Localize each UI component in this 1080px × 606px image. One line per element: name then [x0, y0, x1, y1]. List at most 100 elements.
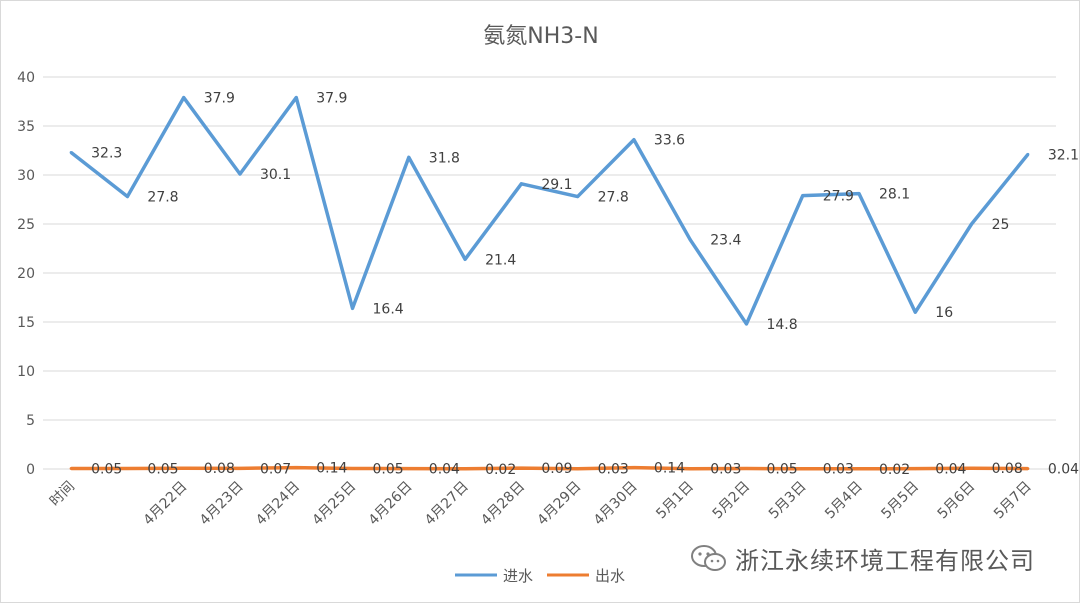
data-label: 30.1	[260, 167, 291, 183]
data-point	[238, 466, 242, 470]
y-tick-label: 25	[17, 217, 35, 233]
data-label: 31.8	[429, 150, 460, 166]
data-point	[125, 195, 129, 199]
data-label: 28.1	[879, 187, 910, 203]
y-tick-label: 0	[26, 462, 35, 478]
x-tick-label: 4月26日	[366, 479, 416, 529]
data-point	[69, 150, 73, 154]
data-point	[69, 467, 73, 471]
x-tick-label: 4月23日	[197, 479, 247, 529]
data-label: 32.1	[1048, 147, 1079, 163]
data-label: 0.05	[147, 462, 178, 478]
data-point	[125, 467, 129, 471]
data-label: 0.09	[541, 461, 572, 477]
data-point	[351, 467, 355, 471]
y-tick-label: 10	[17, 364, 35, 380]
data-point	[913, 467, 917, 471]
watermark-text: 浙江永续环境工程有限公司	[735, 546, 1035, 575]
legend-label-outflow: 出水	[595, 567, 625, 585]
data-label: 0.05	[373, 462, 404, 478]
data-label: 0.04	[1048, 462, 1079, 478]
data-labels: 32.3 27.8 37.9 30.1 37.9 16.4 31.8 21.4 29.1 27.8…	[91, 91, 1079, 478]
y-tick-label: 15	[17, 315, 35, 331]
x-tick-label: 时间	[47, 479, 78, 510]
data-label: 27.9	[823, 189, 854, 205]
data-label: 0.14	[316, 461, 347, 477]
x-axis-labels: 时间 4月22日 4月23日 4月24日 4月25日 4月26日 4月27日 4月28日 4月2…	[47, 479, 1035, 529]
x-tick-label: 5月7日	[991, 479, 1035, 523]
x-tick-label: 5月6日	[935, 479, 979, 523]
x-tick-label: 5月1日	[653, 479, 697, 523]
data-point	[1026, 467, 1030, 471]
data-point	[463, 257, 467, 261]
series-line-inflow	[70, 95, 1030, 326]
data-label: 23.4	[710, 233, 741, 249]
data-label: 0.04	[429, 462, 460, 478]
data-point	[576, 467, 580, 471]
data-label: 0.07	[260, 461, 291, 477]
x-tick-label: 4月30日	[591, 479, 641, 529]
x-tick-label: 4月29日	[534, 479, 584, 529]
data-point	[857, 467, 861, 471]
data-label: 29.1	[541, 177, 572, 193]
data-point	[744, 322, 748, 326]
data-point	[463, 467, 467, 471]
x-tick-label: 4月28日	[478, 479, 528, 529]
data-point	[407, 467, 411, 471]
data-label: 16.4	[373, 301, 404, 317]
y-axis-labels: 0 5 10 15 20 25 30 35 40	[17, 70, 35, 478]
data-label: 14.8	[766, 317, 797, 333]
x-tick-label: 4月27日	[422, 479, 472, 529]
series-lines	[69, 95, 1030, 471]
x-tick-label: 4月24日	[253, 479, 303, 529]
data-point	[294, 466, 298, 470]
data-label: 0.04	[935, 462, 966, 478]
y-tick-label: 35	[17, 119, 35, 135]
chart-title: 氨氮NH3-N	[483, 24, 598, 49]
data-label: 0.02	[485, 462, 516, 478]
gridlines	[43, 76, 1056, 470]
data-point	[632, 466, 636, 470]
data-point	[1026, 152, 1030, 156]
data-point	[182, 466, 186, 470]
x-tick-label: 5月3日	[766, 479, 810, 523]
data-point	[688, 467, 692, 471]
data-point	[294, 96, 298, 100]
legend: 进水 出水	[455, 567, 625, 585]
data-label: 27.8	[147, 190, 178, 206]
y-tick-label: 30	[17, 168, 35, 184]
y-tick-label: 40	[17, 70, 35, 86]
data-label: 37.9	[204, 91, 235, 107]
data-point	[519, 466, 523, 470]
data-point	[182, 96, 186, 100]
series-line-outflow	[71, 465, 1028, 471]
data-point	[238, 172, 242, 176]
data-label: 25	[992, 217, 1010, 233]
data-label: 32.3	[91, 145, 122, 161]
data-label: 16	[935, 305, 953, 321]
watermark: 浙江永续环境工程有限公司	[689, 538, 1035, 578]
data-point	[801, 467, 805, 471]
legend-label-inflow: 进水	[503, 567, 533, 585]
data-point	[801, 194, 805, 198]
data-point	[744, 467, 748, 471]
data-label: 0.03	[598, 462, 629, 478]
data-label: 0.02	[879, 462, 910, 478]
data-point	[632, 138, 636, 142]
data-point	[913, 310, 917, 314]
x-tick-label: 4月25日	[309, 479, 359, 529]
wechat-icon	[691, 545, 726, 571]
data-point	[857, 192, 861, 196]
data-point	[407, 155, 411, 159]
data-label: 0.08	[204, 461, 235, 477]
data-label: 0.05	[91, 462, 122, 478]
x-tick-label: 5月5日	[878, 479, 922, 523]
data-point	[519, 182, 523, 186]
data-point	[351, 306, 355, 310]
data-label: 33.6	[654, 133, 685, 149]
x-tick-label: 4月22日	[141, 479, 191, 529]
data-point	[970, 222, 974, 226]
data-label: 37.9	[316, 91, 347, 107]
data-point	[688, 238, 692, 242]
data-label: 21.4	[485, 252, 516, 268]
